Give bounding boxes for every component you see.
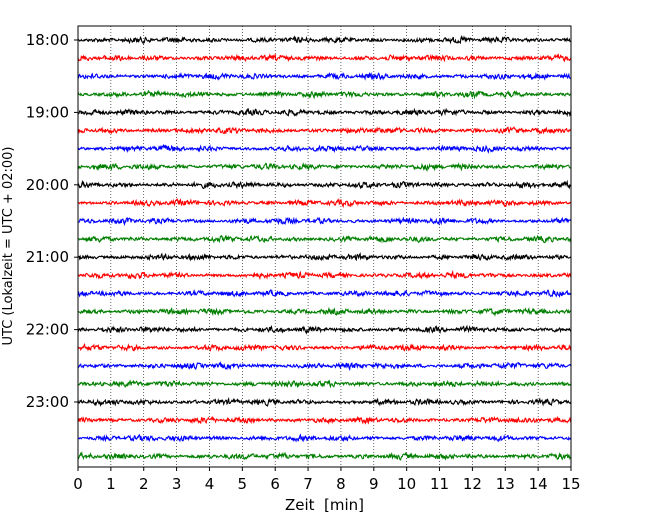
trace-line (77, 216, 572, 227)
trace-line (77, 125, 572, 135)
y-tick-label: 19:00 (26, 103, 69, 121)
x-tick-label: 13 (496, 475, 515, 493)
x-tick-label: 10 (397, 475, 416, 493)
y-axis-ticks: 18:00 19:00 20:00 21:00 22:00 23:00 (26, 31, 78, 411)
seismic-traces (77, 34, 572, 461)
x-axis-ticks: 0 1 2 3 4 5 6 7 8 9 10 11 12 13 14 15 (73, 467, 581, 493)
x-tick-label: 11 (430, 475, 449, 493)
x-tick-label: 4 (205, 475, 215, 493)
trace-line (77, 397, 572, 408)
trace-line (77, 343, 572, 353)
trace-line (77, 252, 572, 262)
trace-line (77, 179, 572, 190)
y-tick-label: 23:00 (26, 393, 69, 411)
trace-line (77, 52, 572, 63)
y-tick-label: 20:00 (26, 176, 69, 194)
x-tick-label: 7 (303, 475, 313, 493)
trace-line (77, 143, 572, 154)
trace-line (77, 324, 572, 335)
x-axis-label: Zeit [min] (285, 496, 364, 514)
x-tick-label: 5 (238, 475, 248, 493)
x-tick-label: 15 (561, 475, 580, 493)
x-tick-label: 2 (139, 475, 149, 493)
trace-line (77, 288, 572, 299)
trace-line (77, 269, 572, 281)
plot-frame (77, 25, 572, 468)
trace-line (77, 379, 572, 389)
trace-line (77, 451, 572, 461)
trace-line (77, 361, 572, 372)
trace-line (77, 433, 572, 443)
trace-line (77, 71, 572, 81)
trace-line (77, 415, 572, 425)
x-tick-label: 0 (73, 475, 83, 493)
y-tick-label: 18:00 (26, 31, 69, 49)
trace-line (77, 197, 572, 208)
trace-line (77, 162, 572, 172)
x-tick-label: 3 (172, 475, 182, 493)
trace-line (77, 234, 572, 244)
y-tick-label: 22:00 (26, 321, 69, 339)
trace-line (77, 107, 572, 118)
y-tick-label: 21:00 (26, 248, 69, 266)
x-tick-label: 12 (463, 475, 482, 493)
x-tick-label: 1 (106, 475, 116, 493)
trace-line (77, 34, 572, 45)
x-tick-label: 14 (529, 475, 548, 493)
trace-line (77, 89, 572, 100)
x-tick-label: 9 (369, 475, 379, 493)
x-tick-label: 8 (336, 475, 346, 493)
y-axis-label: UTC (Lokalzeit = UTC + 02:00) (1, 147, 16, 346)
x-tick-label: 6 (270, 475, 280, 493)
trace-line (77, 306, 572, 317)
